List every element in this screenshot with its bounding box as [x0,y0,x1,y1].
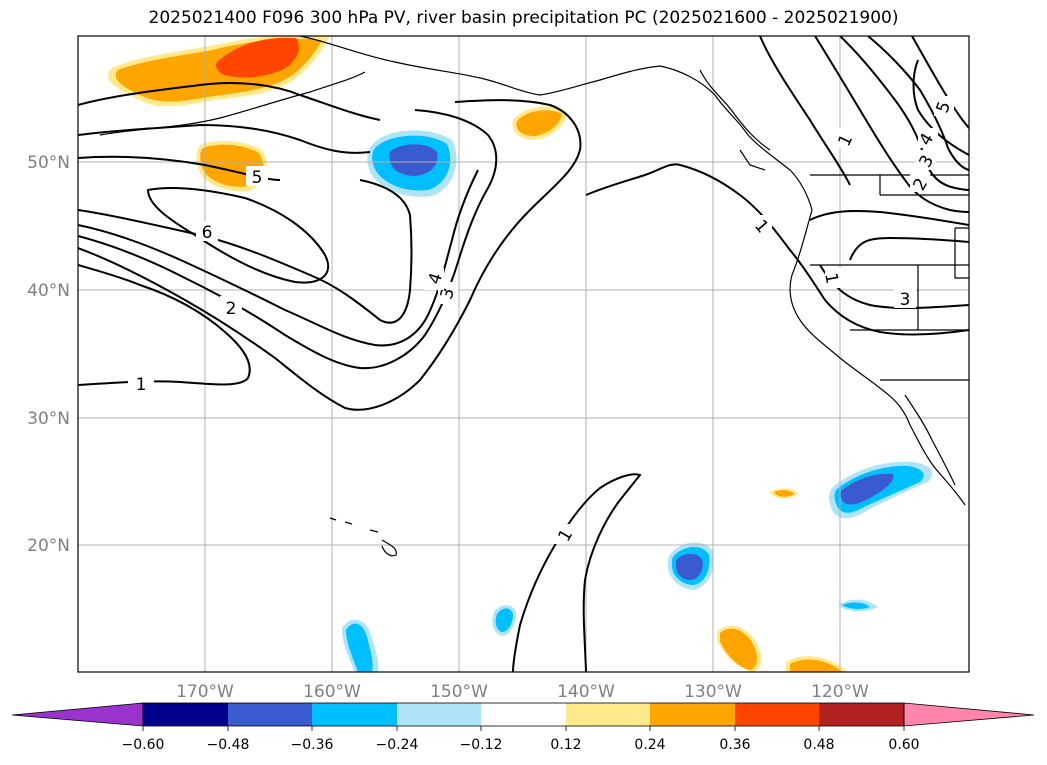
shade-positive-gulf-core [516,110,562,136]
pv-contours [78,36,969,672]
lat-label: 40°N [27,281,70,301]
lat-labels: 20°N 30°N 40°N 50°N [27,153,70,556]
shade-negative-small-core [495,608,513,632]
colorbar-segment [228,703,312,726]
colorbar-tick-label: 0.12 [550,737,581,753]
coast-hawaii [329,517,397,557]
pv-contour-label: 1 [820,271,842,285]
colorbar-tick-label: 0.24 [634,737,665,753]
lon-label: 160°W [303,682,361,702]
pv-contour-1-west [78,264,251,386]
colorbar-segment [481,703,566,726]
shade-negative-baja-core [840,473,894,505]
colorbar-tick-label: 0.48 [803,737,834,753]
colorbar-segment [735,703,819,726]
lat-label: 50°N [27,153,70,173]
colorbar-tick-label: 0.60 [888,737,919,753]
coast-state-borders [810,227,969,381]
colorbar-extend-left [11,702,144,727]
shade-negative-south-core [676,553,703,580]
shade-positive-south-2-core [790,659,842,672]
shade-negative-tiny-core [842,602,870,610]
colorbar-segment [312,703,397,726]
coast-canada-us-border [810,174,969,196]
lat-label: 30°N [27,409,70,429]
pv-contour-upper-2 [78,123,371,154]
colorbar-tick-label: −0.12 [460,737,503,753]
pv-contour-3 [78,109,498,370]
colorbar-segment [566,703,650,726]
pv-contour-2 [78,99,582,411]
pv-contour-4 [78,169,479,347]
pv-contour-ne-4 [867,36,969,171]
pv-contour-rockies [809,209,969,226]
colorbar-tick-label: −0.60 [122,737,165,753]
map-frame [77,35,970,673]
pv-contour-east-3 [849,236,969,261]
pv-contour-label: 3 [900,290,911,310]
colorbar-tick-label: −0.48 [207,737,250,753]
lon-label: 150°W [430,682,488,702]
pv-contour-label: 6 [202,223,213,243]
coast-west-us [789,209,911,426]
shade-negative-north-core [389,144,438,176]
shade-positive-south-1-core [720,628,757,670]
pv-contour-east-1 [512,473,642,672]
lon-label: 120°W [811,682,869,702]
pv-contour-label: 2 [226,299,237,319]
pv-contour-upper-1 [78,82,381,121]
coast-baja [904,394,966,506]
colorbar-segment [650,703,735,726]
colorbar: −0.60 −0.48 −0.36 −0.24 −0.12 0.12 0.24 … [11,702,1035,753]
lat-label: 20°N [27,536,70,556]
coast-bc-islands [699,69,771,171]
colorbar-tick-label: 0.36 [719,737,750,753]
pv-contour-label: 5 [252,168,263,188]
pv-contour-6 [146,187,330,284]
pv-contour-ne-1 [759,36,851,186]
lon-label: 140°W [557,682,615,702]
pv-contour-ne-6 [912,59,969,156]
colorbar-segment [819,703,904,726]
coast-alaska [299,36,813,211]
colorbar-tick-label: −0.24 [376,737,419,753]
pv-contour-label: 1 [136,375,147,395]
lon-label: 170°W [176,682,234,702]
pv-contour-east-main [585,163,969,336]
map-title: 2025021400 F096 300 hPa PV, river basin … [148,8,899,28]
pv-contour-5-outer [78,179,413,324]
colorbar-segment [397,703,481,726]
pv-contour-ne-2 [814,36,969,213]
lon-labels: 170°W 160°W 150°W 140°W 130°W 120°W [176,682,869,702]
pv-contour-ne-5 [911,36,969,129]
colorbar-segment [143,703,228,726]
shade-positive-aleutian-core [216,37,299,78]
colorbar-tick-label: −0.36 [291,737,334,753]
lon-label: 130°W [684,682,742,702]
pv-contour-labels: 1 1 1 1 1 2 2 3 3 3 4 4 5 5 6 [128,96,955,545]
shade-positive-tiny-core [774,490,794,497]
colorbar-extend-right [903,702,1035,727]
shade-negative-hawaii-south-core [346,623,373,672]
